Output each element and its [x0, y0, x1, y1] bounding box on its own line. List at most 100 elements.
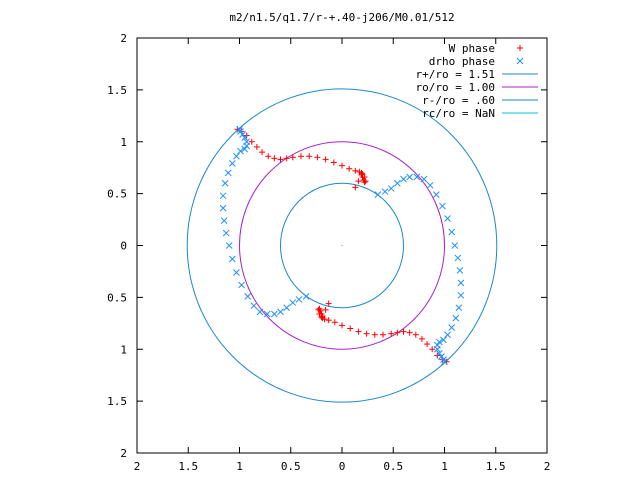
point-1-46 — [219, 204, 227, 212]
legend-label-4: r-/ro = .60 — [422, 94, 495, 107]
point-1-23 — [436, 338, 443, 346]
y-tick-label-7: 1.5 — [107, 84, 127, 97]
y-tick-label-8: 2 — [120, 32, 127, 45]
y-tick-label-6: 1 — [120, 136, 127, 149]
point-0-55 — [315, 306, 322, 313]
point-0-43 — [363, 330, 370, 337]
point-1-50 — [228, 160, 236, 167]
point-1-1 — [381, 188, 389, 195]
point-1-20 — [448, 324, 456, 331]
point-0-59 — [325, 300, 332, 307]
x-tick-label-8: 2 — [544, 460, 551, 473]
point-1-29 — [441, 358, 448, 366]
point-0-47 — [331, 319, 338, 326]
legend-marker-1 — [516, 57, 524, 65]
point-1-18 — [455, 304, 463, 312]
point-1-40 — [238, 281, 245, 289]
point-1-45 — [220, 217, 228, 224]
point-1-28 — [440, 356, 447, 363]
axes: 2 1.5 1 0.5 0 0.5 1 1.5 221.510.500.511.52 — [107, 32, 550, 473]
legend-entry-1: drho phase — [429, 55, 524, 68]
legend-entry-5: rc/ro = NaN — [422, 107, 538, 120]
legend-entry-3: ro/ro = 1.00 — [416, 81, 538, 94]
circle-3 — [239, 141, 445, 350]
legend-label-0: W phase — [449, 42, 495, 55]
point-1-9 — [432, 191, 440, 199]
point-1-34 — [277, 308, 284, 316]
point-1-14 — [454, 254, 462, 262]
legend-label-1: drho phase — [429, 55, 495, 68]
point-1-27 — [438, 353, 445, 360]
point-1-7 — [420, 175, 428, 183]
origin-dot — [341, 244, 343, 247]
point-0-46 — [339, 322, 345, 329]
point-0-40 — [388, 330, 395, 337]
point-0-10 — [289, 154, 296, 161]
y-tick-label-3: 0.5 — [107, 291, 127, 304]
point-0-16 — [339, 162, 345, 169]
point-1-58 — [237, 128, 244, 135]
legend-label-5: rc/ro = NaN — [422, 107, 495, 120]
point-0-44 — [355, 328, 362, 335]
point-0-33 — [429, 346, 436, 353]
point-0-28 — [355, 178, 362, 185]
point-1-55 — [243, 138, 251, 146]
point-1-15 — [456, 267, 464, 274]
legend-marker-0 — [517, 45, 523, 51]
point-1-52 — [237, 147, 244, 155]
point-0-42 — [371, 331, 378, 338]
point-1-36 — [263, 310, 271, 318]
x-tick-label-6: 1 — [441, 460, 448, 473]
point-0-58 — [322, 306, 329, 313]
y-tick-label-2: 1 — [120, 343, 127, 356]
point-1-4 — [400, 175, 407, 183]
point-1-59 — [236, 125, 243, 133]
point-0-6 — [265, 153, 272, 160]
point-0-12 — [306, 153, 313, 160]
y-tick-label-4: 0 — [120, 240, 127, 253]
point-0-17 — [346, 165, 353, 172]
point-0-8 — [277, 156, 284, 163]
point-1-39 — [244, 292, 252, 300]
point-0-9 — [283, 155, 290, 162]
point-1-17 — [457, 291, 465, 299]
point-1-56 — [241, 134, 248, 141]
point-1-57 — [239, 131, 246, 138]
circle-2 — [186, 88, 498, 403]
x-tick-label-2: 1 — [236, 460, 243, 473]
chart-title: m2/n1.5/q1.7/r-+.40-j206/M0.01/512 — [229, 11, 454, 24]
x-tick-label-7: 1.5 — [486, 460, 506, 473]
point-1-51 — [233, 152, 240, 160]
point-0-26 — [361, 174, 368, 181]
point-1-3 — [393, 179, 401, 187]
point-1-37 — [256, 308, 264, 316]
point-0-45 — [347, 325, 354, 332]
point-0-13 — [314, 154, 321, 161]
point-0-7 — [271, 155, 278, 162]
point-0-18 — [352, 167, 359, 174]
point-1-47 — [219, 192, 227, 200]
legend-entry-4: r-/ro = .60 — [422, 94, 538, 107]
data-points — [219, 125, 465, 366]
point-1-42 — [228, 255, 236, 263]
point-0-24 — [361, 179, 368, 186]
point-1-26 — [436, 350, 443, 357]
point-0-11 — [298, 153, 304, 160]
x-tick-label-4: 0 — [339, 460, 346, 473]
point-1-0 — [374, 191, 382, 199]
point-1-12 — [448, 228, 456, 236]
point-0-35 — [418, 335, 425, 342]
point-0-27 — [358, 171, 365, 178]
point-1-49 — [224, 169, 232, 177]
point-1-35 — [270, 310, 278, 318]
y-tick-label-1: 1.5 — [107, 395, 127, 408]
point-0-36 — [412, 331, 419, 338]
point-1-6 — [413, 173, 421, 181]
point-1-13 — [451, 242, 459, 249]
point-0-54 — [316, 305, 323, 312]
circle-4 — [280, 182, 404, 309]
y-tick-label-0: 2 — [120, 447, 127, 460]
legend-label-3: ro/ro = 1.00 — [416, 81, 495, 94]
